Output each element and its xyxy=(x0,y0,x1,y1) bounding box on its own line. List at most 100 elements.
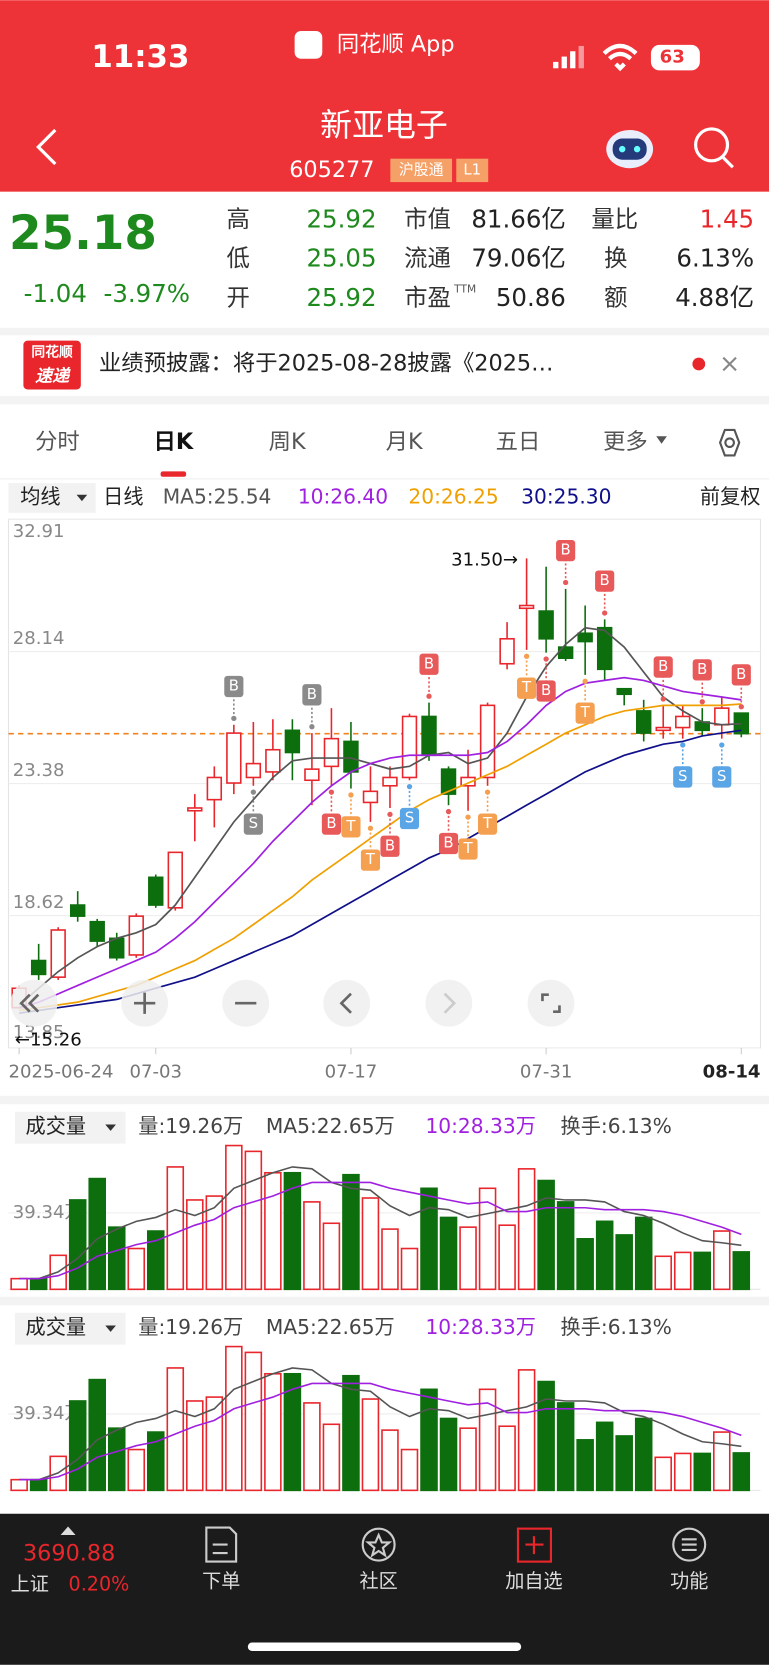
volume-bar xyxy=(283,1372,302,1492)
change-pct: -3.97% xyxy=(104,279,191,308)
tab[interactable]: 日K xyxy=(154,429,194,455)
signal-label: T xyxy=(482,814,493,832)
signal-label: B xyxy=(307,685,317,703)
divider xyxy=(0,327,769,336)
stat-value: 25.05 xyxy=(307,244,377,273)
candle-body xyxy=(675,715,691,729)
stat-label: 市盈 xyxy=(404,284,451,312)
volume-bar xyxy=(576,1238,594,1291)
volume-bar xyxy=(342,1374,360,1492)
candle-body xyxy=(499,638,515,665)
signal-badge xyxy=(224,675,244,698)
adjust[interactable]: 前复权 xyxy=(700,484,761,508)
y-tick-label: 39.34万 xyxy=(13,1202,83,1223)
dropdown-arrow xyxy=(105,1124,116,1131)
volume-bar xyxy=(439,1417,458,1492)
volume-bar xyxy=(264,1372,282,1492)
settings-button[interactable] xyxy=(718,428,741,457)
index-value[interactable]: 3690.88 xyxy=(23,1541,115,1567)
volume-bar xyxy=(400,1247,419,1291)
price: 25.18 xyxy=(9,207,157,261)
back-button[interactable] xyxy=(36,128,57,166)
x-tick-label: 08-14 xyxy=(703,1061,761,1082)
signal-dot xyxy=(484,789,491,795)
tag: L1 xyxy=(463,160,481,178)
candle-body xyxy=(89,920,105,942)
ma-line xyxy=(19,729,742,1015)
volume-select[interactable] xyxy=(14,1312,126,1345)
robot-icon[interactable] xyxy=(606,129,654,169)
nav-item[interactable]: 功能 xyxy=(670,1569,708,1592)
candle-body xyxy=(50,929,66,978)
signal-label: B xyxy=(600,571,610,589)
signal-dot xyxy=(328,789,335,795)
signal-label: B xyxy=(326,814,336,832)
signal-label: S xyxy=(717,767,726,785)
stat-label: 开 xyxy=(227,284,250,312)
nav-item[interactable]: 社区 xyxy=(360,1569,398,1592)
banner-logo xyxy=(23,340,81,390)
tab[interactable]: 更多 xyxy=(603,429,648,455)
candle-body xyxy=(440,768,457,795)
nav-icons xyxy=(205,1526,707,1563)
volume-title: 成交量 xyxy=(26,1114,87,1138)
search-button[interactable] xyxy=(694,127,734,169)
volume-bar xyxy=(634,1417,653,1492)
volume-bar xyxy=(459,1427,477,1492)
tab[interactable]: 周K xyxy=(269,429,307,455)
volume-bar xyxy=(205,1396,224,1492)
ma-line xyxy=(18,626,742,1006)
volume-bar xyxy=(381,1228,399,1291)
nav-item[interactable]: 下单 xyxy=(202,1569,240,1592)
signal-badge xyxy=(517,677,537,699)
legend-item: 20:26.25 xyxy=(408,484,498,508)
stat-value: 4.88亿 xyxy=(675,283,754,312)
tag-bg xyxy=(456,158,489,183)
volume-select[interactable] xyxy=(14,1111,126,1144)
tab[interactable]: 五日 xyxy=(496,429,541,455)
stat-label: 量比 xyxy=(591,205,638,233)
tab[interactable]: 月K xyxy=(386,429,424,455)
signal-icon xyxy=(553,45,584,69)
volume-bar xyxy=(264,1171,282,1291)
volume-bar xyxy=(673,1452,692,1492)
volume-bar xyxy=(693,1251,712,1291)
stat-value: 25.92 xyxy=(307,204,377,233)
volume-bar xyxy=(107,1427,126,1492)
candle-body xyxy=(206,776,223,801)
signal-badge xyxy=(556,539,576,562)
tab[interactable]: 分时 xyxy=(35,429,80,455)
signal-badge xyxy=(653,656,673,678)
banner-text[interactable]: 业绩预披露：将于2025-08-28披露《2025… xyxy=(99,350,554,376)
control-button[interactable] xyxy=(10,979,58,1027)
signal-badge xyxy=(575,702,595,724)
volume-bar xyxy=(713,1230,731,1291)
volume-bar xyxy=(400,1448,419,1492)
volume-bar xyxy=(517,1168,536,1291)
signal-badge xyxy=(477,813,498,835)
stock-name: 新亚电子 xyxy=(320,106,448,144)
volume-bar xyxy=(186,1199,204,1291)
stat-label: 高 xyxy=(227,205,250,233)
control-button[interactable] xyxy=(527,979,575,1027)
candle-body xyxy=(148,876,164,906)
volume-legend: 10:28.33万 xyxy=(425,1315,535,1339)
legend-item: 30:25.30 xyxy=(521,484,611,508)
control-button[interactable] xyxy=(323,979,371,1027)
candle-body xyxy=(304,768,320,782)
nav-item[interactable]: 加自选 xyxy=(505,1569,562,1592)
y-tick-label: 18.62 xyxy=(13,892,65,913)
close-button[interactable] xyxy=(722,356,737,372)
control-button[interactable] xyxy=(425,979,473,1027)
divider xyxy=(0,395,769,405)
volume-bar xyxy=(732,1251,751,1291)
index-change: 0.20% xyxy=(69,1573,130,1596)
signal-dot xyxy=(250,789,257,795)
signal-badge xyxy=(712,766,732,788)
signal-label: T xyxy=(345,817,356,835)
volume-bar xyxy=(361,1398,380,1492)
volume-bar xyxy=(29,1478,48,1492)
signal-label: T xyxy=(463,839,474,857)
volume-bar xyxy=(498,1425,516,1492)
